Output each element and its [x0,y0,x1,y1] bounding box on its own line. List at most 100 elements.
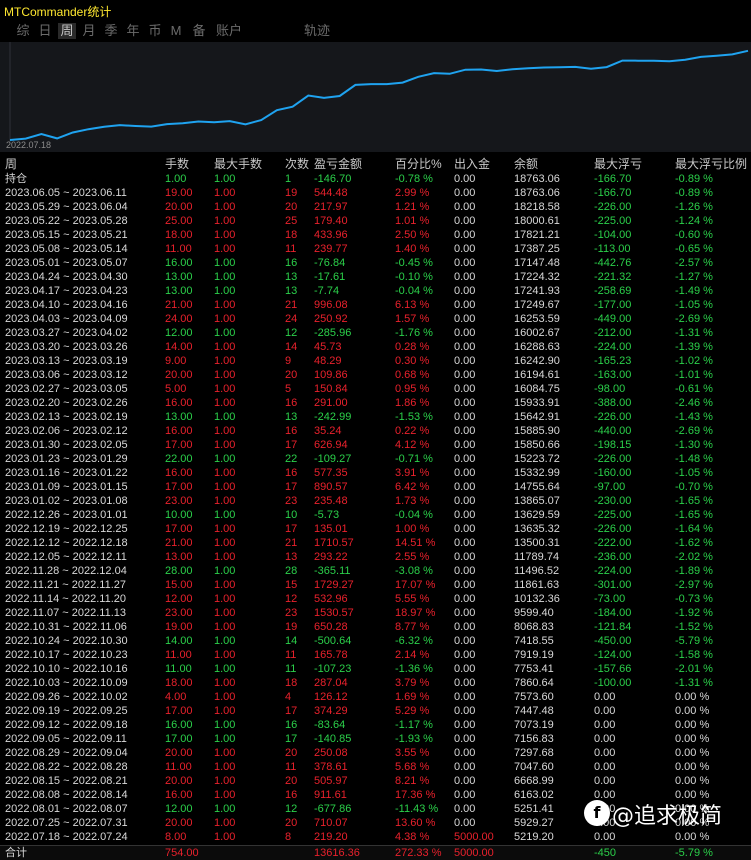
tab-6[interactable]: 币 [148,23,162,38]
cell-io: 0.00 [454,607,476,619]
table-row[interactable]: 2023.04.17 ~ 2023.04.23 13.00 1.00 13 -7.74 -… [0,284,751,298]
col-header-max-lots[interactable]: 最大手数 [214,157,263,171]
table-row[interactable]: 2023.02.20 ~ 2023.02.26 16.00 1.00 16 291.00… [0,396,751,410]
cell-io: 0.00 [454,691,476,703]
cell-week: 2022.10.24 ~ 2022.10.30 [5,635,128,647]
cell-count: 15 [285,579,298,591]
table-row[interactable]: 2022.08.08 ~ 2022.08.14 16.00 1.00 16 911.61… [0,788,751,802]
table-row[interactable]: 2023.02.27 ~ 2023.03.05 5.00 1.00 5 150.84 0.… [0,382,751,396]
cell-io: 0.00 [454,579,476,591]
col-header-max-dd[interactable]: 最大浮亏 [594,157,643,171]
cell-balance: 11861.63 [514,579,560,591]
cell-lots: 17.00 [165,439,193,451]
col-header-lots[interactable]: 手数 [165,157,190,171]
table-row[interactable]: 2022.10.10 ~ 2022.10.16 11.00 1.00 11 -107.2… [0,662,751,676]
tab-5[interactable]: 年 [126,23,140,38]
cell-max-lots: 1.00 [214,635,236,647]
cell-dd-pct: -1.52 % [675,621,713,633]
table-row[interactable]: 2022.08.15 ~ 2022.08.21 20.00 1.00 20 505.97… [0,774,751,788]
table-row[interactable]: 2023.03.20 ~ 2023.03.26 14.00 1.00 14 45.73 0… [0,340,751,354]
cell-count: 24 [285,313,298,325]
table-row[interactable]: 2022.12.19 ~ 2022.12.25 17.00 1.00 17 135.01… [0,522,751,536]
tab-1[interactable]: 日 [38,23,52,38]
table-row[interactable]: 2022.10.24 ~ 2022.10.30 14.00 1.00 14 -500.6… [0,634,751,648]
table-row[interactable]: 2022.11.21 ~ 2022.11.27 15.00 1.00 15 1729.2… [0,578,751,592]
cell-lots: 11.00 [165,243,192,255]
cell-week: 2022.10.17 ~ 2022.10.23 [5,649,128,661]
cell-balance: 7447.48 [514,705,554,717]
cell-lots: 20.00 [165,747,193,759]
table-row[interactable]: 2022.12.12 ~ 2022.12.18 21.00 1.00 21 1710.5… [0,536,751,550]
table-row[interactable]: 2023.02.13 ~ 2023.02.19 13.00 1.00 13 -242.9… [0,410,751,424]
table-row[interactable]: 2023.01.16 ~ 2023.01.22 16.00 1.00 16 577.35… [0,466,751,480]
tab-10[interactable]: 轨迹 [303,23,330,38]
cell-lots: 10.00 [165,509,193,521]
table-row[interactable]: 2023.04.24 ~ 2023.04.30 13.00 1.00 13 -17.61… [0,270,751,284]
cell-max-lots: 1.00 [214,453,236,465]
table-row[interactable]: 2022.11.14 ~ 2022.11.20 12.00 1.00 12 532.96… [0,592,751,606]
cell-pct: -0.04 % [395,509,433,521]
table-row[interactable]: 2022.10.31 ~ 2022.11.06 19.00 1.00 19 650.28… [0,620,751,634]
table-row[interactable]: 2023.05.29 ~ 2023.06.04 20.00 1.00 20 217.97… [0,200,751,214]
col-header-io[interactable]: 出入金 [454,157,491,171]
table-row[interactable]: 2022.10.03 ~ 2022.10.09 18.00 1.00 18 287.04… [0,676,751,690]
table-row[interactable]: 2023.06.05 ~ 2023.06.11 19.00 1.00 19 544.48… [0,186,751,200]
tab-4[interactable]: 季 [104,23,118,38]
cell-max-dd: -442.76 [594,257,632,269]
table-row[interactable]: 2022.12.05 ~ 2022.12.11 13.00 1.00 13 293.22… [0,550,751,564]
table-row[interactable]: 2022.07.25 ~ 2022.07.31 20.00 1.00 20 710.07… [0,816,751,830]
tab-3[interactable]: 月 [82,23,96,38]
table-row[interactable]: 2022.09.19 ~ 2022.09.25 17.00 1.00 17 374.29… [0,704,751,718]
table-row[interactable]: 2023.01.23 ~ 2023.01.29 22.00 1.00 22 -109.2… [0,452,751,466]
table-row[interactable]: 2022.12.26 ~ 2023.01.01 10.00 1.00 10 -5.73 -… [0,508,751,522]
cell-lots: 20.00 [165,817,193,829]
table-row[interactable]: 2022.08.29 ~ 2022.09.04 20.00 1.00 20 250.08… [0,746,751,760]
table-row[interactable]: 2022.11.07 ~ 2022.11.13 23.00 1.00 23 1530.5… [0,606,751,620]
col-header-dd-pct[interactable]: 最大浮亏比例 [675,157,748,171]
table-row[interactable]: 2023.01.02 ~ 2023.01.08 23.00 1.00 23 235.48… [0,494,751,508]
cell-pct: 13.60 % [395,817,436,829]
tab-8[interactable]: 备 [192,23,206,38]
table-row[interactable]: 2023.03.13 ~ 2023.03.19 9.00 1.00 9 48.29 0.3… [0,354,751,368]
table-row[interactable]: 2022.09.12 ~ 2022.09.18 16.00 1.00 16 -83.64… [0,718,751,732]
table-row[interactable]: 2023.05.01 ~ 2023.05.07 16.00 1.00 16 -76.84… [0,256,751,270]
table-row[interactable]: 2023.05.22 ~ 2023.05.28 25.00 1.00 25 179.40… [0,214,751,228]
col-header-pct[interactable]: 百分比% [395,157,442,171]
tab-9[interactable]: 账户 [215,23,242,38]
col-header-balance[interactable]: 余额 [514,157,539,171]
cell-count: 10 [285,509,298,521]
open-position-row[interactable]: 持仓 1.00 1.00 1 -146.70 -0.78 % 0.00 18763.06 -16… [0,172,751,186]
col-header-week[interactable]: 周 [5,157,18,171]
cell-dd-pct: -2.69 % [675,313,713,325]
cell-max-dd: -212.00 [594,327,632,339]
table-row[interactable]: 2022.09.26 ~ 2022.10.02 4.00 1.00 4 126.12 1.… [0,690,751,704]
table-row[interactable]: 2023.04.03 ~ 2023.04.09 24.00 1.00 24 250.92… [0,312,751,326]
table-row[interactable]: 2022.10.17 ~ 2022.10.23 11.00 1.00 11 165.78… [0,648,751,662]
cell-pnl: 45.73 [314,341,342,353]
table-row[interactable]: 2022.07.18 ~ 2022.07.24 8.00 1.00 8 219.20 4.… [0,830,751,844]
cell-dd-pct: -2.01 % [675,663,713,675]
col-header-count[interactable]: 次数 [285,157,310,171]
tab-0[interactable]: 综 [16,23,30,38]
table-row[interactable]: 2023.03.27 ~ 2023.04.02 12.00 1.00 12 -285.9… [0,326,751,340]
table-row[interactable]: 2023.05.08 ~ 2023.05.14 11.00 1.00 11 239.77… [0,242,751,256]
cell-pnl: 219.20 [314,831,348,843]
footer-max-dd: -450 [594,847,617,859]
table-row[interactable]: 2023.04.10 ~ 2023.04.16 21.00 1.00 21 996.08… [0,298,751,312]
watermark: f @追求极简 [584,796,750,829]
table-row[interactable]: 2022.11.28 ~ 2022.12.04 28.00 1.00 28 -365.1… [0,564,751,578]
table-row[interactable]: 2022.08.01 ~ 2022.08.07 12.00 1.00 12 -677.8… [0,802,751,816]
table-row[interactable]: 2023.03.06 ~ 2023.03.12 20.00 1.00 20 109.86… [0,368,751,382]
tab-7[interactable]: M [170,23,182,38]
table-row[interactable]: 2022.08.22 ~ 2022.08.28 11.00 1.00 11 378.61… [0,760,751,774]
cell-pnl: 650.28 [314,621,348,633]
table-row[interactable]: 2023.02.06 ~ 2023.02.12 16.00 1.00 16 35.24 0… [0,424,751,438]
table-row[interactable]: 2023.01.09 ~ 2023.01.15 17.00 1.00 17 890.57… [0,480,751,494]
cell-lots: 21.00 [165,537,193,549]
table-row[interactable]: 2023.05.15 ~ 2023.05.21 18.00 1.00 18 433.96… [0,228,751,242]
cell-io: 0.00 [454,173,476,185]
col-header-pnl[interactable]: 盈亏金额 [314,157,363,171]
table-row[interactable]: 2022.09.05 ~ 2022.09.11 17.00 1.00 17 -140.8… [0,732,751,746]
tab-2[interactable]: 周 [58,23,76,39]
table-row[interactable]: 2023.01.30 ~ 2023.02.05 17.00 1.00 17 626.94… [0,438,751,452]
